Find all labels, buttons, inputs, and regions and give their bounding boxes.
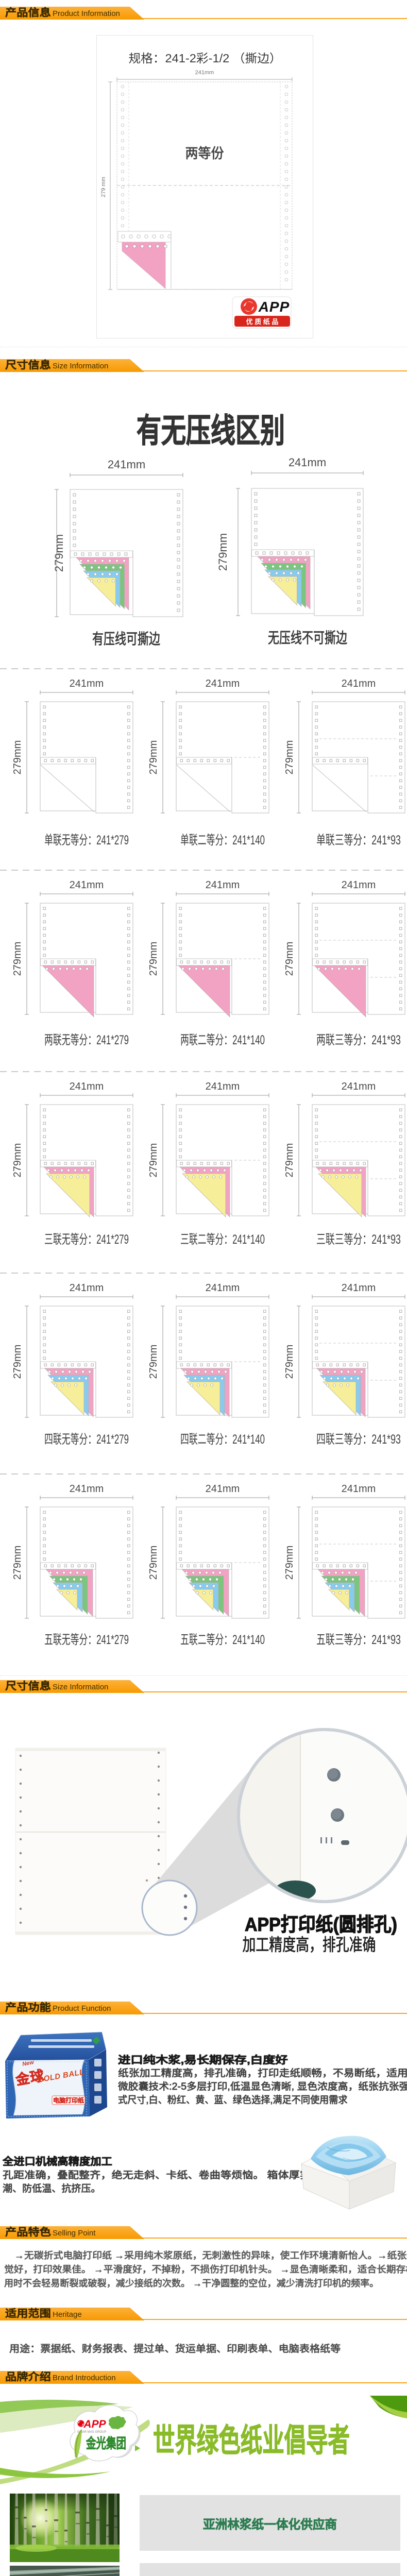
- svg-text:279mm: 279mm: [12, 1546, 23, 1580]
- svg-text:单联无等分：241*279: 单联无等分：241*279: [44, 833, 129, 848]
- svg-text:两联无等分：241*279: 两联无等分：241*279: [44, 1033, 129, 1047]
- svg-text:241mm: 241mm: [342, 678, 376, 689]
- svg-text:单联三等分：241*93: 单联三等分：241*93: [316, 833, 401, 848]
- svg-text:279mm: 279mm: [284, 1546, 295, 1580]
- svg-text:241mm: 241mm: [206, 879, 240, 891]
- svg-text:规格：241-2彩-1/2 （撕边）: 规格：241-2彩-1/2 （撕边）: [129, 52, 282, 65]
- svg-text:279mm: 279mm: [284, 1143, 295, 1178]
- svg-text:世界绿色纸业倡导者: 世界绿色纸业倡导者: [153, 2423, 350, 2459]
- svg-text:279mm: 279mm: [216, 533, 229, 571]
- svg-text:SINAR MAS GROUP: SINAR MAS GROUP: [77, 2431, 107, 2434]
- svg-text:279mm: 279mm: [12, 1143, 23, 1178]
- svg-text:279mm: 279mm: [148, 1546, 159, 1580]
- svg-text:APP: APP: [83, 2418, 106, 2430]
- svg-text:两联二等分：241*140: 两联二等分：241*140: [180, 1033, 265, 1047]
- svg-text:279mm: 279mm: [12, 1345, 23, 1379]
- svg-text:亚洲林浆纸一体化供应商: 亚洲林浆纸一体化供应商: [203, 2517, 337, 2532]
- svg-text:241mm: 241mm: [70, 1282, 104, 1294]
- svg-text:电脑打印纸: 电脑打印纸: [53, 2096, 84, 2104]
- svg-text:241mm: 241mm: [342, 1483, 376, 1495]
- svg-text:New: New: [22, 2059, 35, 2067]
- svg-text:加工精度高，排孔准确: 加工精度高，排孔准确: [243, 1935, 376, 1954]
- svg-text:241mm: 241mm: [289, 456, 326, 469]
- svg-text:241mm: 241mm: [70, 1081, 104, 1092]
- svg-text:APP: APP: [258, 299, 290, 315]
- svg-text:241mm: 241mm: [342, 1282, 376, 1294]
- svg-text:金光集团: 金光集团: [86, 2435, 126, 2451]
- svg-text:241mm: 241mm: [206, 678, 240, 689]
- svg-text:241mm: 241mm: [342, 879, 376, 891]
- svg-text:单联二等分：241*140: 单联二等分：241*140: [180, 833, 265, 848]
- svg-text:279mm: 279mm: [148, 1345, 159, 1379]
- svg-text:241mm: 241mm: [70, 879, 104, 891]
- svg-text:279mm: 279mm: [284, 942, 295, 976]
- svg-text:241mm: 241mm: [70, 678, 104, 689]
- svg-text:241mm: 241mm: [206, 1282, 240, 1294]
- svg-text:279mm: 279mm: [284, 740, 295, 775]
- svg-text:241mm: 241mm: [195, 70, 214, 76]
- svg-text:五联三等分：241*93: 五联三等分：241*93: [316, 1633, 401, 1647]
- svg-text:有无压线区别: 有无压线区别: [137, 412, 285, 449]
- svg-text:无压线不可撕边: 无压线不可撕边: [268, 630, 347, 647]
- svg-text:五联二等分：241*140: 五联二等分：241*140: [180, 1633, 265, 1647]
- svg-text:241mm: 241mm: [342, 1081, 376, 1092]
- svg-text:279mm: 279mm: [12, 942, 23, 976]
- svg-text:四联无等分：241*279: 四联无等分：241*279: [44, 1432, 129, 1447]
- svg-text:241mm: 241mm: [70, 1483, 104, 1495]
- svg-text:优 质 纸 品: 优 质 纸 品: [246, 318, 279, 326]
- svg-text:两等份: 两等份: [185, 146, 224, 161]
- svg-text:两联三等分：241*93: 两联三等分：241*93: [316, 1033, 401, 1047]
- svg-text:279mm: 279mm: [53, 534, 65, 572]
- svg-text:APP打印纸(圆排孔): APP打印纸(圆排孔): [245, 1914, 397, 1935]
- svg-text:279mm: 279mm: [148, 1143, 159, 1178]
- svg-text:279mm: 279mm: [148, 740, 159, 775]
- svg-text:有压线可撕边: 有压线可撕边: [92, 631, 160, 648]
- svg-text:279mm: 279mm: [12, 740, 23, 775]
- svg-text:三联二等分：241*140: 三联二等分：241*140: [180, 1232, 265, 1247]
- svg-text:241mm: 241mm: [206, 1081, 240, 1092]
- svg-text:241mm: 241mm: [108, 458, 145, 471]
- svg-text:四联三等分：241*93: 四联三等分：241*93: [316, 1432, 401, 1447]
- svg-text:279 mm: 279 mm: [100, 177, 107, 197]
- svg-text:241mm: 241mm: [206, 1483, 240, 1495]
- svg-text:三联无等分：241*279: 三联无等分：241*279: [44, 1232, 129, 1247]
- svg-text:279mm: 279mm: [284, 1345, 295, 1379]
- svg-text:四联二等分：241*140: 四联二等分：241*140: [180, 1432, 265, 1447]
- svg-text:三联三等分：241*93: 三联三等分：241*93: [316, 1232, 401, 1247]
- svg-text:五联无等分：241*279: 五联无等分：241*279: [44, 1633, 129, 1647]
- svg-text:279mm: 279mm: [148, 942, 159, 976]
